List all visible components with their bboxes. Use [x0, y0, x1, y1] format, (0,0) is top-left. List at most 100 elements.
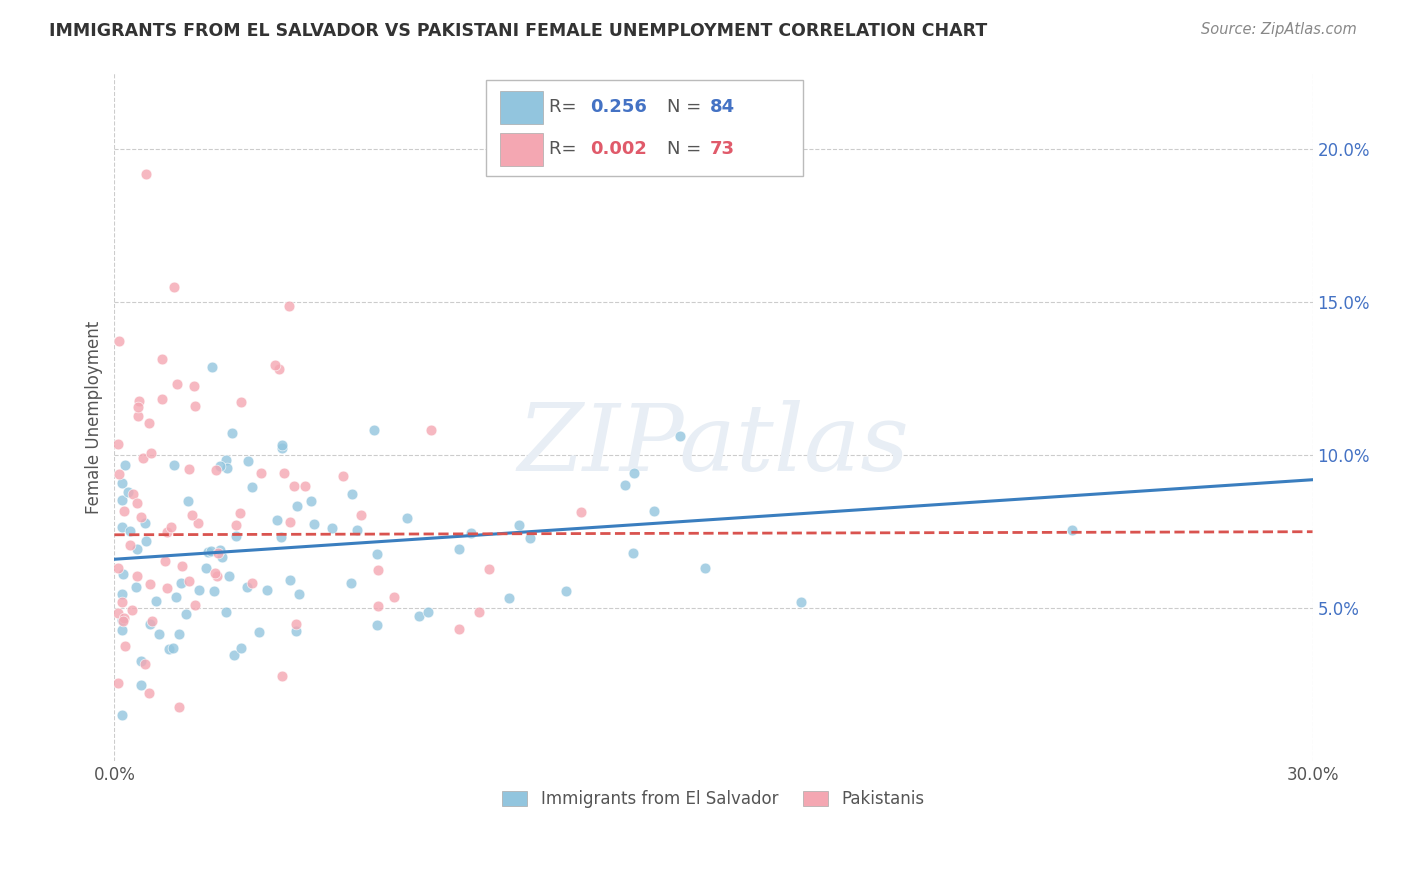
Point: [467, 606, 489, 620]
Point: [211, 549, 233, 564]
Point: [447, 541, 470, 556]
Point: [269, 362, 291, 376]
Point: [114, 640, 136, 654]
Point: [127, 409, 149, 424]
Point: [129, 510, 152, 524]
Point: [127, 496, 149, 510]
Point: [519, 531, 541, 545]
Point: [202, 583, 225, 598]
Point: [111, 587, 134, 601]
Point: [135, 534, 157, 549]
Point: [111, 615, 134, 629]
Text: ZIPatlas: ZIPatlas: [517, 400, 910, 490]
Point: [181, 508, 204, 522]
Point: [132, 451, 155, 466]
Point: [408, 609, 430, 624]
Point: [366, 547, 388, 561]
Point: [107, 437, 129, 451]
Point: [150, 392, 173, 406]
Point: [478, 562, 501, 576]
Point: [214, 605, 236, 619]
Point: [367, 599, 389, 613]
Point: [240, 480, 263, 494]
Point: [111, 476, 134, 491]
Point: [183, 378, 205, 392]
Point: [270, 530, 292, 544]
Point: [623, 466, 645, 480]
Point: [498, 591, 520, 605]
Text: IMMIGRANTS FROM EL SALVADOR VS PAKISTANI FEMALE UNEMPLOYMENT CORRELATION CHART: IMMIGRANTS FROM EL SALVADOR VS PAKISTANI…: [49, 22, 987, 40]
Text: 84: 84: [710, 98, 735, 116]
Point: [271, 669, 294, 683]
Point: [218, 569, 240, 583]
Point: [321, 521, 343, 535]
Point: [195, 561, 218, 575]
Point: [127, 569, 149, 583]
Point: [127, 401, 149, 415]
Point: [112, 611, 135, 625]
Point: [205, 568, 228, 582]
Point: [229, 506, 252, 520]
Point: [231, 641, 253, 656]
Point: [643, 504, 665, 518]
Point: [167, 626, 190, 640]
Point: [138, 686, 160, 700]
Point: [174, 607, 197, 621]
Point: [150, 352, 173, 367]
Point: [187, 582, 209, 597]
Point: [416, 605, 439, 619]
Point: [135, 167, 157, 181]
Point: [215, 452, 238, 467]
Point: [112, 566, 135, 581]
Point: [569, 505, 592, 519]
Point: [138, 617, 160, 632]
Text: 0.256: 0.256: [591, 98, 647, 116]
Point: [177, 462, 200, 476]
Point: [240, 576, 263, 591]
Point: [157, 642, 180, 657]
Point: [156, 581, 179, 595]
Point: [134, 657, 156, 671]
Point: [156, 525, 179, 540]
Point: [395, 511, 418, 525]
Point: [111, 708, 134, 723]
Point: [111, 595, 134, 609]
Point: [340, 575, 363, 590]
Point: [170, 576, 193, 591]
Point: [183, 400, 205, 414]
Point: [201, 359, 224, 374]
Point: [447, 622, 470, 636]
Point: [163, 280, 186, 294]
Point: [128, 393, 150, 408]
Point: [363, 423, 385, 437]
Point: [141, 614, 163, 628]
Point: [221, 426, 243, 441]
FancyBboxPatch shape: [486, 80, 803, 177]
Point: [111, 520, 134, 534]
Point: [350, 508, 373, 522]
Point: [117, 485, 139, 500]
Point: [138, 577, 160, 591]
Point: [114, 458, 136, 473]
Point: [107, 676, 129, 690]
Point: [382, 590, 405, 604]
Point: [366, 618, 388, 632]
Point: [222, 648, 245, 662]
Point: [554, 584, 576, 599]
Point: [790, 595, 813, 609]
Point: [693, 561, 716, 575]
Point: [200, 543, 222, 558]
Point: [508, 517, 530, 532]
Point: [460, 525, 482, 540]
Point: [283, 478, 305, 492]
Point: [264, 358, 287, 372]
Point: [419, 423, 441, 437]
Point: [294, 479, 316, 493]
Text: 0.002: 0.002: [591, 140, 647, 159]
Point: [340, 487, 363, 501]
Point: [208, 543, 231, 558]
Point: [332, 469, 354, 483]
Point: [207, 546, 229, 560]
Point: [125, 581, 148, 595]
Point: [266, 513, 288, 527]
